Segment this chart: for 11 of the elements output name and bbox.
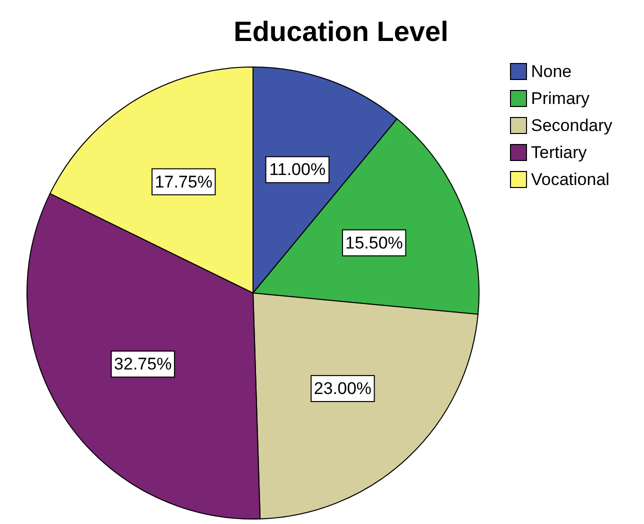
data-label: 23.00%: [314, 379, 372, 398]
data-label: 11.00%: [269, 160, 326, 180]
legend-label: Primary: [531, 88, 590, 110]
legend-label: Tertiary: [531, 142, 587, 164]
data-label: 17.75%: [154, 172, 212, 192]
legend-label: Vocational: [531, 169, 610, 191]
legend-label: None: [531, 61, 572, 83]
data-label: 32.75%: [114, 354, 172, 374]
data-label: 15.50%: [345, 233, 403, 252]
chart-title: Education Level: [232, 16, 450, 48]
legend-label: Secondary: [531, 115, 612, 137]
